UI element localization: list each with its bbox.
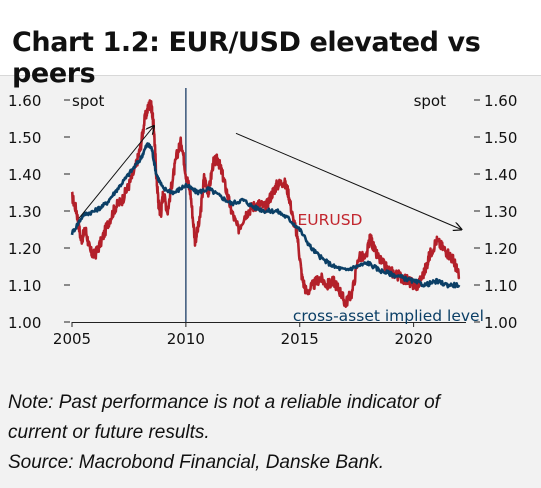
chart-axes: 1.00 1.00 1.10 1.10 1.20 1.20 1.30 1.30 1.40 1.40… <box>8 88 517 348</box>
y-tick-label-left: 1.40 <box>8 166 41 184</box>
chart-header: Chart 1.2: EUR/USD elevated vs peers <box>0 0 541 89</box>
y-tick-label-right: 1.20 <box>484 240 517 258</box>
y-tick-label-right: 1.00 <box>484 314 517 332</box>
left-axis-label: spot <box>72 92 105 110</box>
eurusd-series-label: EURUSD <box>297 211 362 229</box>
y-tick-label-right: 1.50 <box>484 129 517 147</box>
note-line-1: Note: Past performance is not a reliable… <box>8 392 440 413</box>
y-tick-label-left: 1.10 <box>8 277 41 295</box>
y-tick-label-right: 1.30 <box>484 203 517 221</box>
source-line: Source: Macrobond Financial, Danske Bank… <box>8 452 384 473</box>
implied-level-series-label: cross-asset implied level <box>293 307 484 325</box>
chart-title: Chart 1.2: EUR/USD elevated vs peers <box>12 27 481 89</box>
right-axis-label: spot <box>414 92 447 110</box>
x-tick-label: 2015 <box>281 330 319 348</box>
y-tick-label-left: 1.00 <box>8 314 41 332</box>
y-tick-label-right: 1.10 <box>484 277 517 295</box>
y-tick-label-left: 1.60 <box>8 92 41 110</box>
trend-arrow-2 <box>235 132 461 229</box>
x-tick-label: 2005 <box>53 330 91 348</box>
x-tick-label: 2010 <box>167 330 205 348</box>
x-tick-label: 2020 <box>395 330 433 348</box>
eurusd-chart: 1.00 1.00 1.10 1.10 1.20 1.20 1.30 1.30 1.40 1.40… <box>8 88 517 348</box>
y-tick-label-left: 1.30 <box>8 203 41 221</box>
y-tick-label-right: 1.60 <box>484 92 517 110</box>
implied-level-line <box>70 142 461 289</box>
y-tick-label-right: 1.40 <box>484 166 517 184</box>
trend-arrow-1 <box>78 126 154 219</box>
chart-series <box>70 99 461 308</box>
y-tick-label-left: 1.50 <box>8 129 41 147</box>
chart-annotations: EURUSD cross-asset implied level <box>78 126 484 325</box>
y-tick-label-left: 1.20 <box>8 240 41 258</box>
note-line-2: current or future results. <box>8 422 210 443</box>
eurusd-line <box>70 99 461 308</box>
chart-notes: Note: Past performance is not a reliable… <box>8 388 538 478</box>
